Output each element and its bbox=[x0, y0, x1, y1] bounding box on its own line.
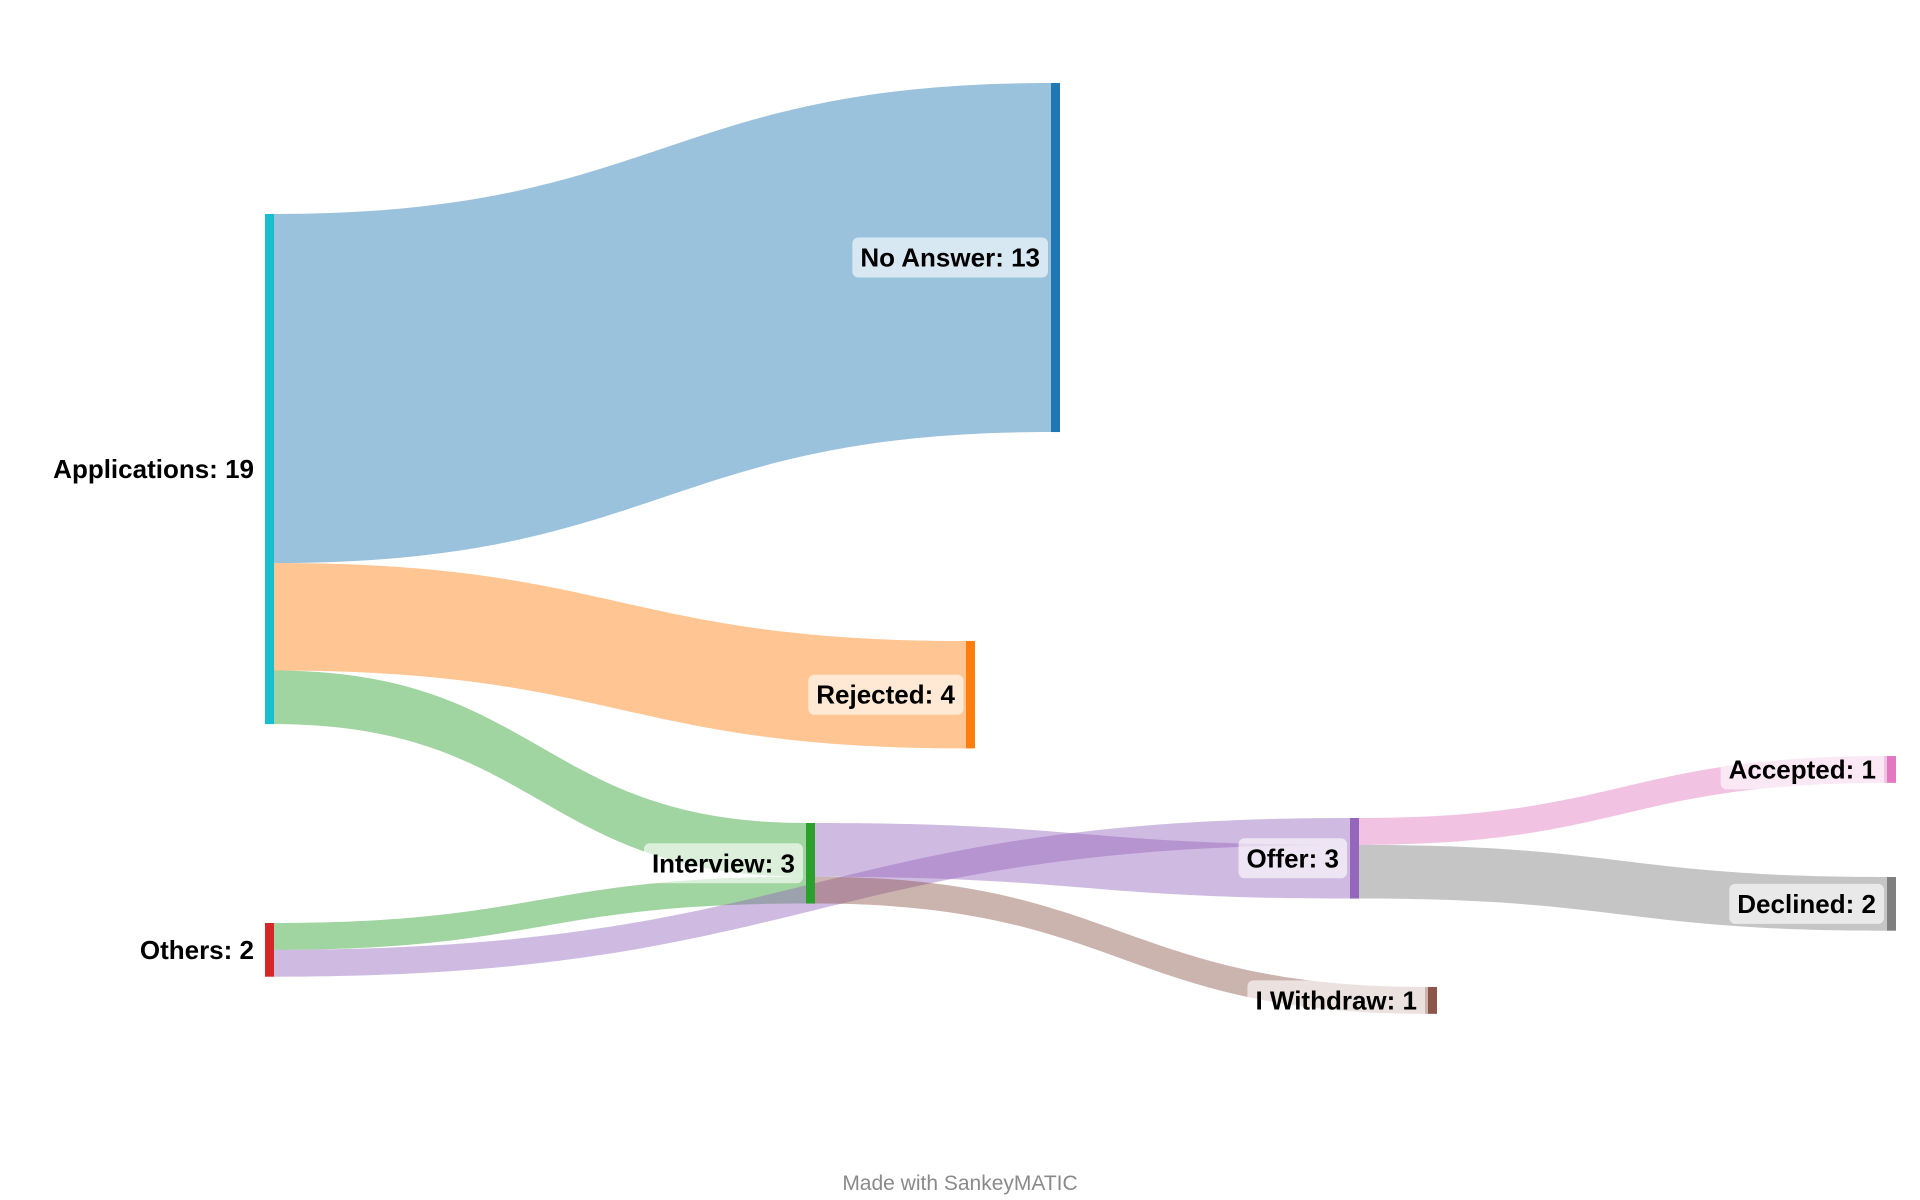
node-label-others: Others: 2 bbox=[140, 935, 254, 965]
node-label-bg-declined bbox=[1729, 883, 1884, 924]
node-label-bg-offer bbox=[1238, 838, 1347, 879]
node-label-rejected: Rejected: 4 bbox=[816, 680, 955, 710]
node-label-withdraw: I Withdraw: 1 bbox=[1255, 985, 1417, 1015]
node-accepted bbox=[1887, 756, 1896, 783]
node-others bbox=[265, 923, 274, 977]
node-no_answer bbox=[1051, 83, 1060, 433]
node-label-bg-accepted bbox=[1720, 749, 1884, 790]
flow-others-to-interview bbox=[274, 876, 806, 950]
node-withdraw bbox=[1428, 987, 1437, 1014]
node-label-bg-rejected bbox=[808, 674, 964, 715]
node-label-offer: Offer: 3 bbox=[1247, 843, 1339, 873]
flow-applications-to-rejected bbox=[274, 563, 966, 749]
node-label-no_answer: No Answer: 13 bbox=[860, 243, 1040, 273]
flow-interview-to-offer bbox=[815, 823, 1350, 899]
node-label-declined: Declined: 2 bbox=[1737, 889, 1876, 919]
footer-credit: Made with SankeyMATIC bbox=[842, 1172, 1077, 1195]
node-rejected bbox=[966, 641, 975, 749]
node-offer bbox=[1350, 818, 1359, 899]
node-label-accepted: Accepted: 1 bbox=[1729, 754, 1876, 784]
sankey-links bbox=[274, 83, 1887, 1014]
sankey-nodes bbox=[265, 83, 1896, 1014]
node-label-bg-withdraw bbox=[1247, 980, 1425, 1021]
node-applications bbox=[265, 214, 274, 725]
node-label-bg-no_answer bbox=[852, 237, 1048, 278]
node-declined bbox=[1887, 877, 1896, 931]
sankey-labels: Applications: 19 Others: 2 No Answer: 13 Re… bbox=[53, 237, 1884, 1021]
node-interview bbox=[806, 823, 815, 904]
node-label-interview: Interview: 3 bbox=[652, 848, 795, 878]
flow-interview-to-withdraw bbox=[815, 876, 1428, 1014]
flow-applications-to-no_answer bbox=[274, 83, 1051, 564]
flow-applications-to-interview bbox=[274, 670, 806, 877]
node-label-applications: Applications: 19 bbox=[53, 454, 254, 484]
node-label-bg-interview bbox=[643, 843, 803, 884]
